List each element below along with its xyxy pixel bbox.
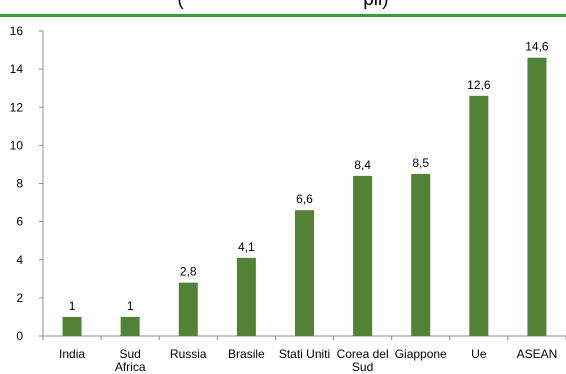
x-tick-label: Giappone [395, 347, 447, 361]
x-tick-label: Brasile [228, 347, 265, 361]
bar [527, 57, 547, 336]
y-tick-label: 8 [16, 177, 23, 191]
data-label: 14,6 [525, 40, 549, 54]
y-tick-label: 16 [10, 24, 24, 38]
y-tick-label: 10 [10, 138, 24, 152]
x-tick-label: Russia [170, 347, 207, 361]
data-label: 1 [127, 299, 134, 313]
x-tick-label: Ue [471, 347, 487, 361]
data-label: 8,5 [412, 156, 429, 170]
title-underline [0, 14, 566, 17]
bar [62, 316, 82, 336]
data-label: 1 [69, 299, 76, 313]
chart-title-area: ( pil) [0, 0, 566, 14]
chart-title: ( pil) [0, 0, 566, 11]
bar [411, 173, 431, 336]
data-label: 8,4 [354, 158, 371, 172]
bar [120, 316, 140, 336]
data-label: 2,8 [180, 265, 197, 279]
y-tick-label: 4 [16, 253, 23, 267]
y-tick-label: 14 [10, 62, 24, 76]
bar [236, 257, 256, 336]
data-label: 4,1 [238, 240, 255, 254]
x-tick-label: Sud Africa [115, 347, 146, 374]
x-tick-label: ASEAN [517, 347, 558, 361]
data-label: 6,6 [296, 192, 313, 206]
y-tick-label: 0 [16, 329, 23, 343]
data-label: 12,6 [467, 78, 491, 92]
x-tick-label: India [59, 347, 85, 361]
bar [178, 282, 198, 336]
x-tick-label: Corea del Sud [337, 347, 389, 374]
bar [295, 210, 314, 336]
bar [353, 175, 373, 336]
x-tick-label: Stati Uniti [279, 347, 330, 361]
y-tick-label: 12 [10, 100, 24, 114]
bar [469, 95, 489, 336]
y-tick-label: 6 [16, 215, 23, 229]
y-tick-label: 2 [16, 291, 23, 305]
